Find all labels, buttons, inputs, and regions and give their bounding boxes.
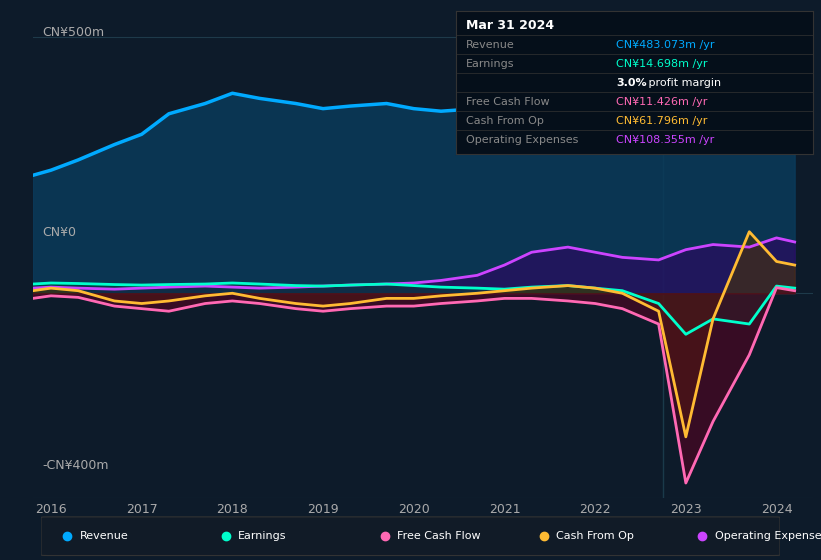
Text: Cash From Op: Cash From Op	[466, 116, 544, 125]
Text: CN¥14.698m /yr: CN¥14.698m /yr	[617, 59, 708, 68]
Text: 3.0%: 3.0%	[617, 78, 647, 87]
Text: Mar 31 2024: Mar 31 2024	[466, 19, 554, 32]
Text: CN¥11.426m /yr: CN¥11.426m /yr	[617, 97, 708, 106]
Text: Cash From Op: Cash From Op	[556, 531, 634, 541]
Text: CN¥108.355m /yr: CN¥108.355m /yr	[617, 135, 714, 144]
Text: Operating Expenses: Operating Expenses	[715, 531, 821, 541]
Text: Earnings: Earnings	[238, 531, 287, 541]
Text: Earnings: Earnings	[466, 59, 515, 68]
Text: Revenue: Revenue	[80, 531, 128, 541]
Text: Operating Expenses: Operating Expenses	[466, 135, 579, 144]
Text: CN¥0: CN¥0	[42, 226, 76, 239]
Text: Revenue: Revenue	[466, 40, 515, 49]
Text: -CN¥400m: -CN¥400m	[42, 459, 108, 472]
Text: Free Cash Flow: Free Cash Flow	[397, 531, 481, 541]
Text: profit margin: profit margin	[645, 78, 721, 87]
FancyBboxPatch shape	[41, 517, 780, 556]
Text: CN¥483.073m /yr: CN¥483.073m /yr	[617, 40, 715, 49]
Text: Free Cash Flow: Free Cash Flow	[466, 97, 550, 106]
Text: CN¥500m: CN¥500m	[42, 26, 104, 39]
Text: CN¥61.796m /yr: CN¥61.796m /yr	[617, 116, 708, 125]
